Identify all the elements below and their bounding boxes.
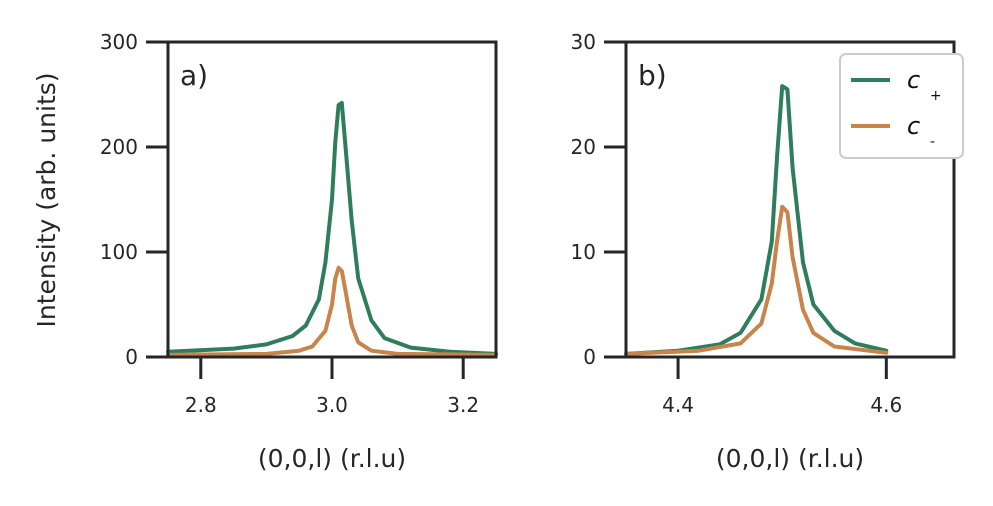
panel-a-y-tick-label: 300 <box>100 30 138 54</box>
panel-a-y-tick-label: 0 <box>125 345 138 369</box>
legend-label-c-minus-sub: - <box>930 134 935 150</box>
panel-b-y-tick-label: 30 <box>571 30 596 54</box>
panel-a-x-ticks: 2.8 3.0 3.2 <box>185 357 479 417</box>
panel-b-series-c-minus-line <box>624 204 889 356</box>
panel-a: 0 100 200 300 2.8 3.0 3.2 a) (0,0,l) (r.l.u) <box>100 30 498 473</box>
panel-b: 0 10 20 30 4.4 4.6 b) (0,0,l) (r.l.u) c + c … <box>571 30 964 473</box>
panel-a-x-tick-label: 3.2 <box>447 393 479 417</box>
panel-a-series-c-plus-line <box>166 100 498 356</box>
panel-b-series-c-plus-line <box>624 84 889 356</box>
panel-a-label: a) <box>180 59 208 92</box>
panel-a-y-tick-label: 200 <box>100 135 138 159</box>
legend: c + c - <box>839 53 964 159</box>
panel-b-frame <box>624 40 956 359</box>
panel-a-y-ticks: 0 100 200 300 <box>100 30 168 369</box>
panel-b-label: b) <box>638 59 667 92</box>
legend-label-c-plus: c + <box>907 66 942 104</box>
panel-a-x-tick-label: 2.8 <box>185 393 217 417</box>
legend-label-c-plus-sub: + <box>930 88 942 104</box>
panel-b-x-tick-label: 4.6 <box>870 393 902 417</box>
panel-a-y-tick-label: 100 <box>100 240 138 264</box>
panel-a-x-tick-label: 3.0 <box>316 393 348 417</box>
panel-b-y-tick-label: 10 <box>571 240 596 264</box>
panel-b-series <box>624 84 889 356</box>
panel-b-y-ticks: 0 10 20 30 <box>571 30 626 369</box>
panel-a-x-axis-label: (0,0,l) (r.l.u) <box>258 444 406 473</box>
legend-label-c-minus-base: c <box>907 112 920 140</box>
legend-box <box>839 53 964 159</box>
panel-a-series <box>166 100 498 357</box>
panel-b-x-tick-label: 4.4 <box>662 393 694 417</box>
y-axis-label: Intensity (arb. units) <box>32 72 61 327</box>
legend-label-c-plus-base: c <box>907 66 920 94</box>
panel-b-x-ticks: 4.4 4.6 <box>662 357 902 417</box>
legend-label-c-minus: c - <box>907 112 935 150</box>
panel-b-y-tick-label: 20 <box>571 135 596 159</box>
panel-b-y-tick-label: 0 <box>583 345 596 369</box>
panel-b-x-axis-label: (0,0,l) (r.l.u) <box>716 444 864 473</box>
panel-a-series-c-minus-line <box>166 265 498 357</box>
